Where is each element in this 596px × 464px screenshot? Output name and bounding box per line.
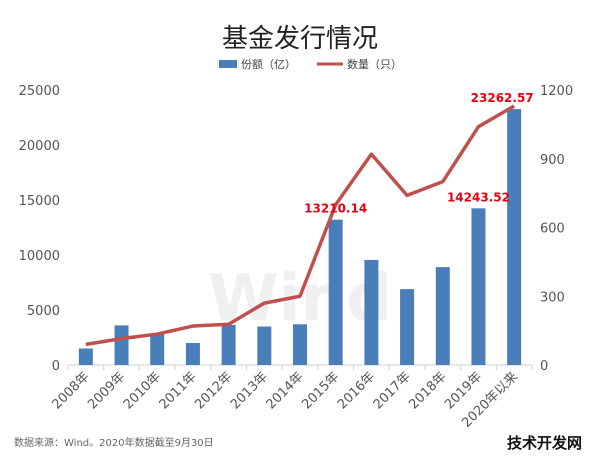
- y-left-tick-label: 15000: [19, 194, 60, 209]
- x-tick-labels: 2008年2009年2010年2011年2012年2013年2014年2015年…: [49, 369, 521, 431]
- data-label: 14243.52: [447, 190, 510, 204]
- data-label: 23262.57: [471, 91, 534, 105]
- legend-label-bar: 份额（亿）: [241, 58, 296, 71]
- bar: [114, 325, 129, 365]
- bar: [150, 334, 165, 365]
- bar-series: [78, 109, 522, 366]
- y-left-tick-label: 10000: [19, 249, 60, 264]
- x-tick-label: 2013年: [228, 369, 271, 412]
- bar: [257, 326, 272, 365]
- legend-label-line: 数量（只）: [347, 58, 402, 71]
- watermark: Wind: [208, 262, 392, 336]
- y-right-tick-label: 600: [540, 222, 565, 237]
- y-right-tick-label: 1200: [540, 84, 573, 99]
- y-left-tick-label: 5000: [27, 304, 60, 319]
- y-left-tick-label: 25000: [19, 84, 60, 99]
- x-tick-label: 2012年: [192, 369, 235, 412]
- bar: [221, 324, 236, 365]
- source-note: 数据来源：Wind。2020年数据截至9月30日: [14, 436, 214, 449]
- x-tick-label: 2018年: [406, 369, 449, 412]
- y-right-tick-label: 300: [540, 290, 565, 305]
- bar: [507, 109, 522, 366]
- y-right-tick-label: 900: [540, 153, 565, 168]
- x-tick-label: 2014年: [264, 369, 307, 412]
- line-series: [85, 104, 516, 347]
- bar: [435, 267, 450, 365]
- bar: [293, 324, 307, 365]
- brand-mark: 技术开发网: [507, 434, 582, 452]
- y-left-tick-label: 0: [52, 359, 60, 374]
- legend-swatch-bar: [219, 60, 237, 68]
- bar: [185, 343, 200, 365]
- x-tick-label: 2015年: [299, 369, 342, 412]
- legend: 份额（亿） 数量（只）: [219, 58, 402, 71]
- x-tick-label: 2009年: [85, 369, 128, 412]
- chart-title: 基金发行情况: [222, 24, 378, 54]
- x-tick-label: 2010年: [121, 369, 164, 412]
- bar: [471, 208, 486, 365]
- bar: [364, 259, 379, 365]
- bar: [78, 348, 93, 365]
- y-left-tick-label: 20000: [19, 139, 60, 154]
- x-tick-label: 2016年: [335, 369, 378, 412]
- x-tick-label: 2008年: [49, 369, 92, 412]
- bar: [328, 219, 343, 365]
- y-right-tick-label: 0: [540, 359, 548, 374]
- annotations: 13210.14 14243.52 23262.57: [304, 91, 533, 216]
- data-label: 13210.14: [304, 202, 367, 216]
- count-line: [85, 104, 516, 347]
- bar: [400, 289, 415, 365]
- x-tick-label: 2017年: [371, 369, 414, 412]
- x-tick-label: 2011年: [157, 369, 200, 412]
